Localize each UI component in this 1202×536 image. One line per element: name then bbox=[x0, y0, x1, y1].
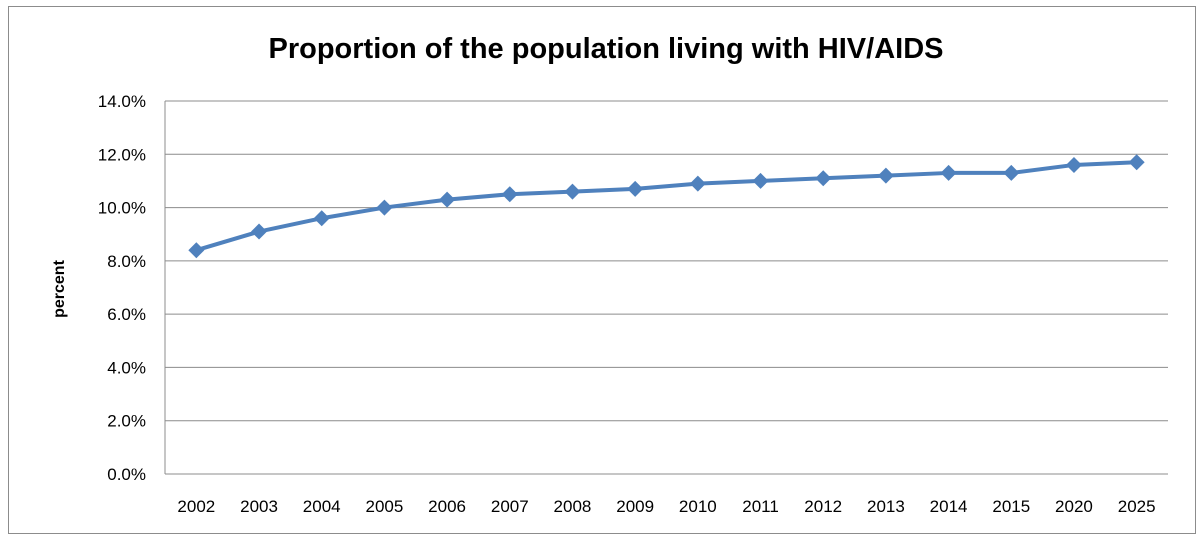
x-tick-label: 2009 bbox=[616, 497, 654, 516]
y-tick-label: 0.0% bbox=[107, 465, 146, 484]
chart-title: Proportion of the population living with… bbox=[268, 33, 943, 65]
x-tick-label: 2010 bbox=[679, 497, 717, 516]
data-point bbox=[1128, 154, 1145, 171]
data-point bbox=[251, 223, 268, 240]
axes bbox=[164, 101, 1168, 475]
data-point bbox=[689, 175, 706, 192]
data-point bbox=[188, 242, 205, 259]
y-tick-label: 6.0% bbox=[107, 305, 146, 324]
data-point bbox=[1003, 164, 1020, 181]
data-point bbox=[752, 172, 769, 189]
y-tick-label: 4.0% bbox=[107, 358, 146, 377]
x-tick-label: 2005 bbox=[365, 497, 403, 516]
data-point bbox=[815, 170, 832, 187]
y-tick-label: 10.0% bbox=[98, 199, 146, 218]
series-layer bbox=[188, 154, 1145, 259]
data-point bbox=[940, 164, 957, 181]
x-tick-label: 2006 bbox=[428, 497, 466, 516]
data-point bbox=[501, 186, 518, 203]
x-tick-label: 2004 bbox=[303, 497, 341, 516]
data-point bbox=[1065, 156, 1082, 173]
y-tick-label: 14.0% bbox=[98, 92, 146, 111]
series-line bbox=[195, 160, 1137, 253]
chart-frame bbox=[8, 6, 1196, 534]
x-tick-label: 2012 bbox=[804, 497, 842, 516]
data-point bbox=[376, 199, 393, 216]
data-point bbox=[877, 167, 894, 184]
x-tick-label: 2014 bbox=[930, 497, 968, 516]
x-tick-label: 2011 bbox=[742, 497, 779, 516]
data-point bbox=[564, 183, 581, 200]
y-tick-labels: 0.0% 2.0% 4.0% 6.0% 8.0% 10.0% 12.0% 14.0% bbox=[98, 92, 146, 484]
x-tick-label: 2002 bbox=[177, 497, 215, 516]
y-tick-label: 8.0% bbox=[107, 252, 146, 271]
data-point bbox=[313, 210, 330, 227]
x-tick-label: 2008 bbox=[554, 497, 592, 516]
x-tick-label: 2020 bbox=[1055, 497, 1093, 516]
y-axis-label: percent bbox=[51, 259, 68, 317]
y-tick-label: 12.0% bbox=[98, 145, 146, 164]
y-tick-label: 2.0% bbox=[107, 412, 146, 431]
x-tick-label: 2013 bbox=[867, 497, 905, 516]
x-tick-labels: 2002 2003 2004 2005 2006 2007 2008 2009 2010 2011… bbox=[177, 497, 1155, 516]
x-tick-label: 2003 bbox=[240, 497, 278, 516]
x-tick-label: 2015 bbox=[992, 497, 1030, 516]
x-tick-label: 2025 bbox=[1118, 497, 1156, 516]
data-point bbox=[627, 180, 644, 197]
x-tick-label: 2007 bbox=[491, 497, 529, 516]
data-point bbox=[439, 191, 456, 208]
gridlines bbox=[165, 100, 1168, 422]
